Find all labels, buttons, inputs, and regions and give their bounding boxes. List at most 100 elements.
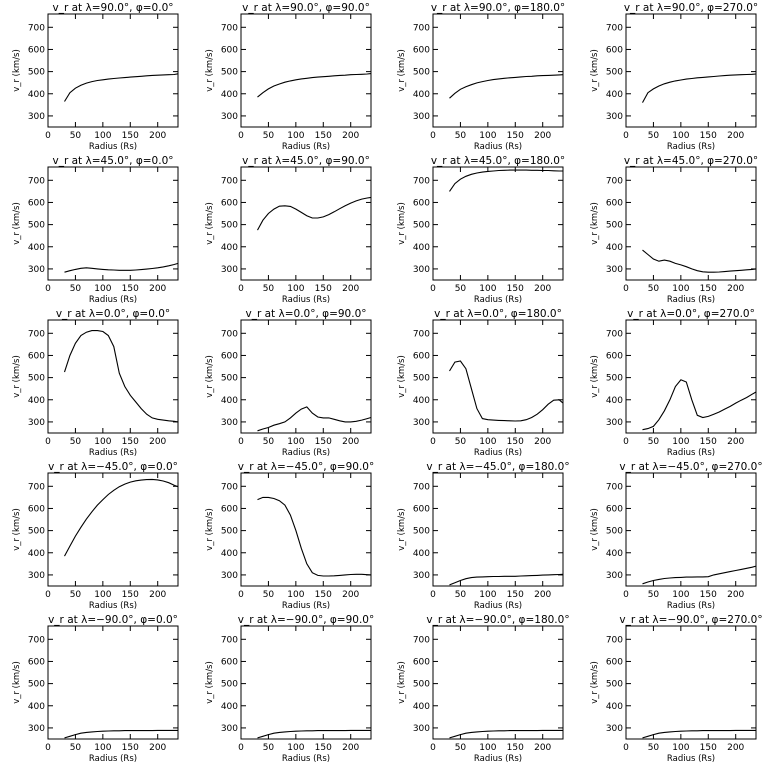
y-tick-label: 500 — [413, 527, 430, 537]
y-axis-label: v_r (km/s) — [590, 202, 600, 245]
x-tick-label: 0 — [623, 590, 629, 600]
x-tick-label: 200 — [342, 590, 359, 600]
y-tick-label: 400 — [28, 243, 45, 253]
panel-title: v_r at λ=−90.0°, φ=270.0° — [619, 614, 762, 626]
y-axis-label: v_r (km/s) — [205, 355, 215, 398]
y-axis-label: v_r (km/s) — [397, 49, 407, 92]
y-tick-label: 500 — [28, 527, 45, 537]
plot-frame — [47, 319, 179, 434]
y-tick-label: 300 — [221, 418, 238, 428]
x-tick-label: 150 — [507, 284, 524, 294]
y-tick-label: 300 — [221, 265, 238, 275]
panel-title: v_r at λ=0.0°, φ=270.0° — [627, 308, 755, 320]
y-tick-label: 400 — [606, 90, 623, 100]
plot-frame — [625, 166, 757, 281]
panel-title: v_r at λ=45.0°, φ=180.0° — [431, 155, 565, 167]
x-tick-label: 0 — [238, 284, 244, 294]
y-tick-label: 300 — [28, 112, 45, 122]
x-tick-label: 50 — [648, 590, 660, 600]
series-line — [642, 249, 757, 273]
panel-title: v_r at λ=−45.0°, φ=90.0° — [238, 461, 374, 473]
x-tick-label: 0 — [430, 437, 436, 447]
y-axis-label: v_r (km/s) — [12, 661, 22, 704]
y-tick-label: 700 — [28, 635, 45, 645]
y-tick-label: 700 — [28, 23, 45, 33]
plot-frame — [240, 625, 372, 740]
x-tick-label: 100 — [672, 590, 689, 600]
y-tick-label: 500 — [28, 374, 45, 384]
x-tick-label: 200 — [727, 590, 744, 600]
series-line — [449, 729, 563, 739]
x-tick-label: 0 — [623, 743, 629, 753]
y-tick-label: 600 — [221, 198, 238, 208]
y-tick-label: 300 — [413, 418, 430, 428]
y-tick-label: 700 — [413, 176, 430, 186]
y-axis-label: v_r (km/s) — [590, 661, 600, 704]
y-tick-label: 700 — [28, 482, 45, 492]
panel-title: v_r at λ=−90.0°, φ=0.0° — [48, 614, 178, 626]
y-tick-label: 600 — [221, 504, 238, 514]
x-tick-label: 150 — [700, 437, 717, 447]
x-tick-label: 100 — [287, 590, 304, 600]
x-tick-label: 100 — [479, 590, 496, 600]
x-tick-label: 150 — [507, 131, 524, 141]
y-tick-label: 400 — [413, 549, 430, 559]
y-tick-label: 300 — [413, 112, 430, 122]
y-axis-label: v_r (km/s) — [397, 355, 407, 398]
y-tick-label: 700 — [413, 23, 430, 33]
x-tick-label: 0 — [45, 590, 51, 600]
x-tick-label: 100 — [94, 131, 111, 141]
y-axis-label: v_r (km/s) — [397, 202, 407, 245]
x-tick-label: 0 — [430, 131, 436, 141]
x-tick-label: 50 — [455, 590, 467, 600]
x-tick-label: 150 — [507, 590, 524, 600]
y-tick-label: 300 — [413, 265, 430, 275]
y-tick-label: 400 — [221, 90, 238, 100]
y-tick-label: 500 — [606, 527, 623, 537]
y-axis-label: v_r (km/s) — [590, 49, 600, 92]
x-tick-label: 150 — [122, 437, 139, 447]
panel-title: v_r at λ=0.0°, φ=90.0° — [246, 308, 367, 320]
x-tick-label: 150 — [122, 590, 139, 600]
panel-title: v_r at λ=−45.0°, φ=0.0° — [48, 461, 178, 473]
y-tick-label: 700 — [221, 176, 238, 186]
y-tick-label: 500 — [28, 68, 45, 78]
plot-frame — [432, 625, 564, 740]
x-tick-label: 100 — [287, 437, 304, 447]
y-axis-label: v_r (km/s) — [12, 202, 22, 245]
panel-title: v_r at λ=90.0°, φ=90.0° — [242, 2, 370, 14]
x-axis-label: Radius (Rs) — [474, 448, 522, 458]
y-tick-label: 600 — [606, 351, 623, 361]
panel-title: v_r at λ=45.0°, φ=90.0° — [242, 155, 370, 167]
series-line — [642, 379, 757, 431]
x-tick-label: 0 — [623, 131, 629, 141]
y-tick-label: 400 — [28, 549, 45, 559]
series-line — [449, 169, 563, 192]
y-axis-label: v_r (km/s) — [12, 49, 22, 92]
y-tick-label: 700 — [606, 635, 623, 645]
plot-frame — [432, 472, 564, 587]
x-tick-label: 0 — [45, 743, 51, 753]
x-tick-label: 0 — [45, 131, 51, 141]
x-tick-label: 200 — [149, 437, 166, 447]
panel-title: v_r at λ=−90.0°, φ=180.0° — [426, 614, 569, 626]
y-tick-label: 400 — [606, 396, 623, 406]
series-line — [642, 73, 757, 103]
x-axis-label: Radius (Rs) — [667, 754, 715, 764]
x-axis-label: Radius (Rs) — [89, 754, 137, 764]
y-axis-label: v_r (km/s) — [205, 49, 215, 92]
y-tick-label: 700 — [221, 635, 238, 645]
x-tick-label: 100 — [479, 743, 496, 753]
y-tick-label: 300 — [413, 571, 430, 581]
x-tick-label: 100 — [287, 284, 304, 294]
x-tick-label: 200 — [342, 131, 359, 141]
plot-frame — [47, 625, 179, 740]
x-tick-label: 50 — [70, 437, 82, 447]
y-tick-label: 300 — [221, 112, 238, 122]
y-tick-label: 600 — [221, 45, 238, 55]
x-tick-label: 100 — [94, 590, 111, 600]
x-tick-label: 200 — [727, 284, 744, 294]
y-tick-label: 400 — [413, 396, 430, 406]
x-axis-label: Radius (Rs) — [89, 295, 137, 305]
